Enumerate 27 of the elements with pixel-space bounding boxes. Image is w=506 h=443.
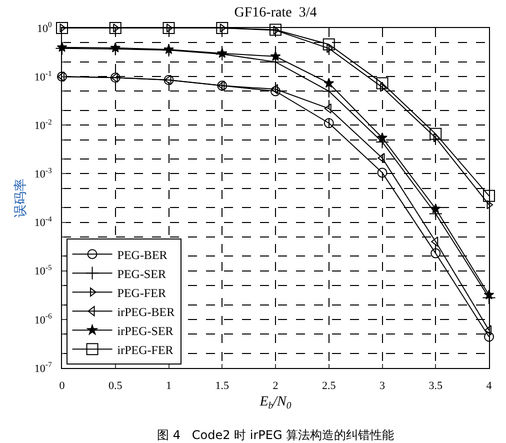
x-tick-label: 4 — [486, 380, 492, 392]
y-tick-label: 10$^{-1}$ — [34, 68, 52, 84]
legend-label: PEG-BER — [117, 248, 168, 262]
x-tick-label: 0.5 — [108, 380, 123, 392]
x-tick-label: 1.5 — [215, 380, 230, 392]
y-tick-label: 10$^{0}$ — [36, 20, 52, 35]
x-tick-label: 2 — [272, 380, 278, 392]
chart-title: GF16-rate 3/4 — [234, 5, 317, 20]
x-tick-label: 0 — [59, 380, 66, 392]
legend-label: irPEG-FER — [117, 342, 174, 357]
y-tick-label: 10$^{-2}$ — [34, 117, 52, 132]
y-axis-title: 误码率 — [12, 178, 28, 218]
caption: 图 4 Code2 时 irPEG 算法构造的纠错性能 — [157, 428, 394, 442]
x-tick-label: 2.5 — [322, 380, 336, 392]
legend-label: irPEG-BER — [117, 304, 175, 319]
x-tick-label: 1 — [166, 380, 172, 392]
x-axis-title: E$_{b}$/N$_{0}$ — [258, 394, 292, 412]
y-tick-label: 10$^{-3}$ — [34, 166, 52, 181]
legend-label: PEG-FER — [117, 286, 166, 300]
legend-label: irPEG-SER — [117, 324, 174, 338]
y-tick-label: 10$^{-4}$ — [34, 214, 52, 230]
x-tick-label: 3 — [380, 380, 386, 392]
y-tick-label: 10$^{-5}$ — [34, 263, 52, 278]
legend-label: PEG-SER — [117, 266, 166, 281]
y-tick-label: 10$^{-6}$ — [34, 312, 52, 326]
y-tick-label: 10$^{-7}$ — [34, 360, 52, 375]
x-tick-label: 3.5 — [428, 380, 444, 392]
